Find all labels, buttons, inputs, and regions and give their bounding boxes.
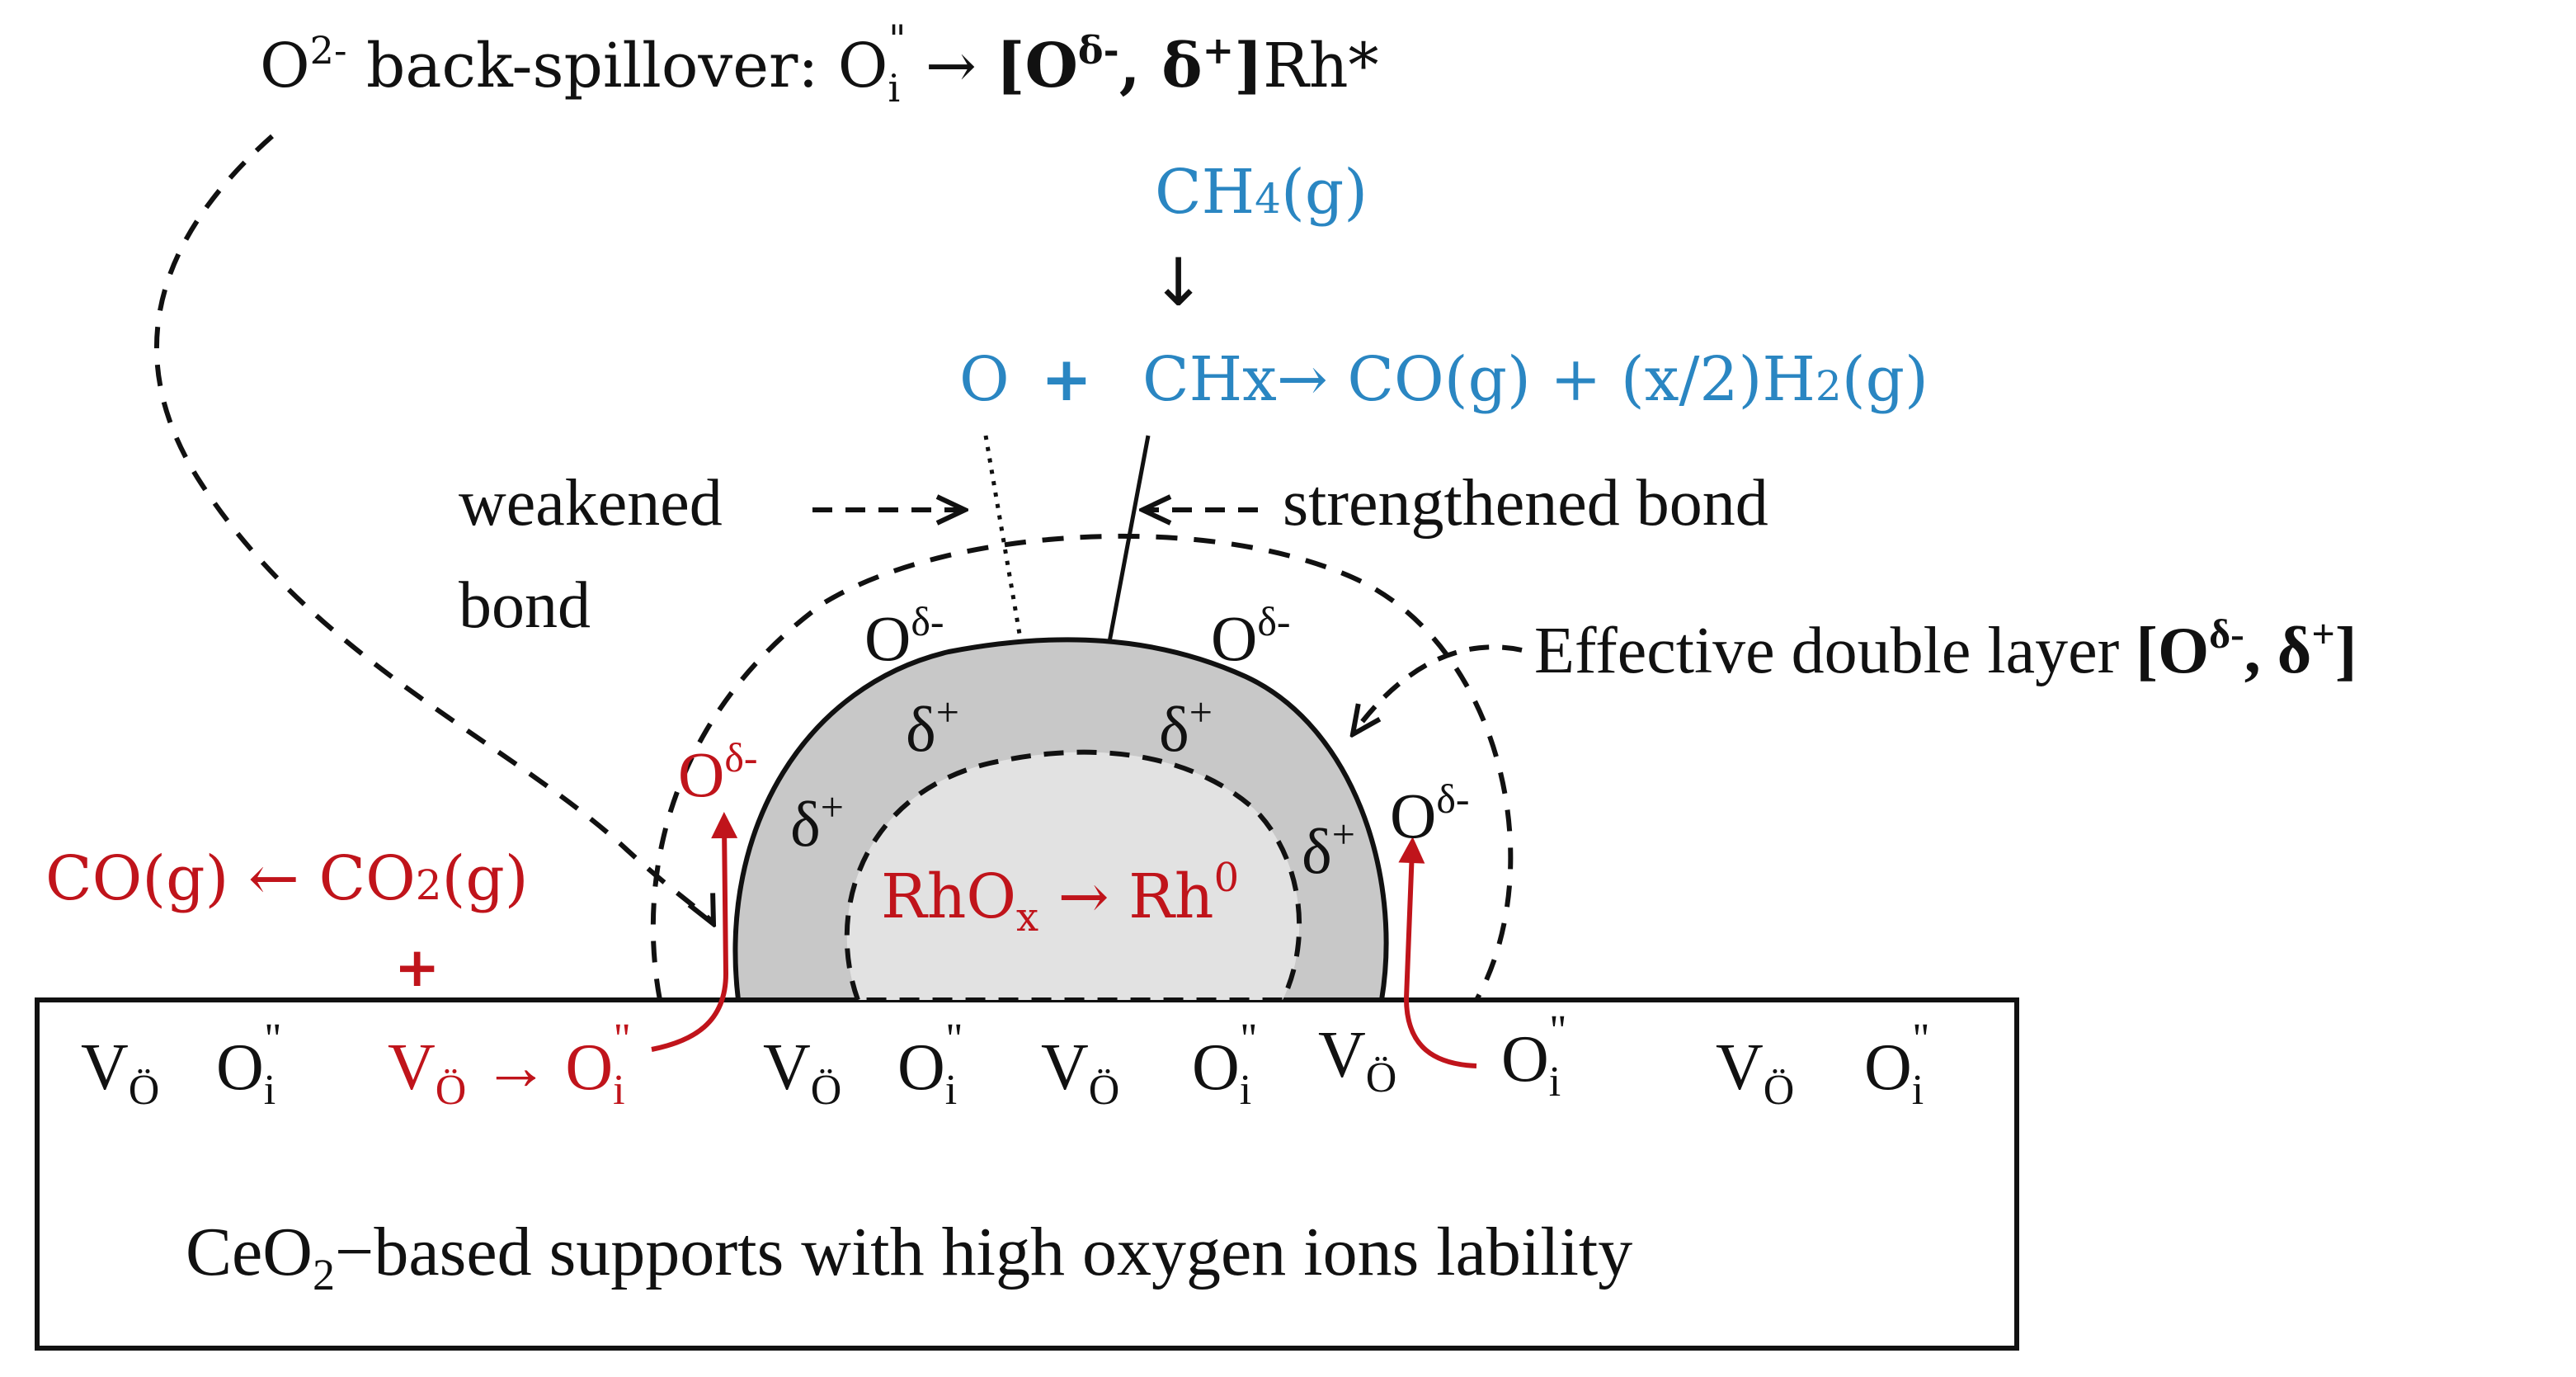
- strengthened-bond-label: strengthened bond: [1283, 467, 1768, 540]
- double-layer-dashed-dome: [650, 533, 1514, 1002]
- positive-charge-label: δ+: [1302, 811, 1355, 887]
- oxygen-vacancy-label: VÖ: [81, 1031, 159, 1114]
- oxygen-interstitial-label: Oi": [216, 1016, 281, 1114]
- reaction-plus: +: [1041, 344, 1092, 415]
- red-plus-sign: +: [394, 936, 440, 999]
- oxygen-interstitial-label: Oi": [1501, 1007, 1566, 1106]
- surface-oxygen-label: Oδ-: [1211, 598, 1291, 674]
- ch4-down-arrow: ↓: [1151, 244, 1206, 321]
- support-caption: CeO2−based supports with high oxygen ion…: [186, 1214, 1632, 1299]
- oxygen-vacancy-label: VÖ: [1716, 1031, 1794, 1114]
- surface-oxygen-label: Oδ-: [1390, 776, 1470, 851]
- co-co2-gas-label: CO(g) ← CO2(g): [45, 843, 529, 914]
- methane-reaction-label: CHx→ CO(g) + (x/2)H2(g): [1142, 344, 1928, 415]
- adsorbed-oxygen-label: O: [959, 344, 1010, 415]
- vacancy-filling-label: VÖ → Oi": [388, 1016, 631, 1114]
- positive-charge-label: δ+: [906, 689, 959, 765]
- migrated-oxygen-label: Oδ-: [678, 734, 758, 810]
- positive-charge-label: δ+: [1159, 689, 1213, 765]
- spillover-dashed-arrow: [153, 134, 713, 924]
- right-red-migration-arrow: [1398, 837, 1477, 1068]
- surface-oxygen-label: Oδ-: [864, 598, 944, 674]
- oxygen-interstitial-label: Oi": [1192, 1016, 1257, 1114]
- positive-charge-label: δ+: [790, 784, 844, 860]
- oxygen-vacancy-label: VÖ: [1041, 1031, 1119, 1114]
- weakened-bond-line: [983, 435, 1024, 644]
- double-layer-label: Effective double layer [Oδ-, δ+]: [1534, 611, 2357, 687]
- strengthened-bond-line: [1107, 435, 1151, 643]
- oxygen-vacancy-label: VÖ: [1318, 1019, 1396, 1101]
- oxygen-interstitial-label: Oi": [897, 1016, 963, 1114]
- rh-particle-core: [844, 749, 1302, 1002]
- left-red-migration-arrow: [651, 812, 738, 1052]
- oxygen-interstitial-label: Oi": [1864, 1016, 1929, 1114]
- oxygen-vacancy-label: VÖ: [763, 1031, 841, 1114]
- double-layer-arrow: [1353, 644, 1523, 734]
- weakened-bond-label: weakened bond: [459, 467, 739, 642]
- ch4-gas-label: CH4(g): [1155, 157, 1368, 228]
- support-species-row: VÖ Oi" VÖ → Oi" VÖ Oi" VÖ Oi" VÖ Oi" VÖ …: [81, 1007, 1929, 1114]
- spillover-label: O2- back-spillover: Oi" → [Oδ-, δ+]Rh*: [260, 17, 1379, 111]
- rh-core-label: RhOx → Rh0: [881, 855, 1239, 941]
